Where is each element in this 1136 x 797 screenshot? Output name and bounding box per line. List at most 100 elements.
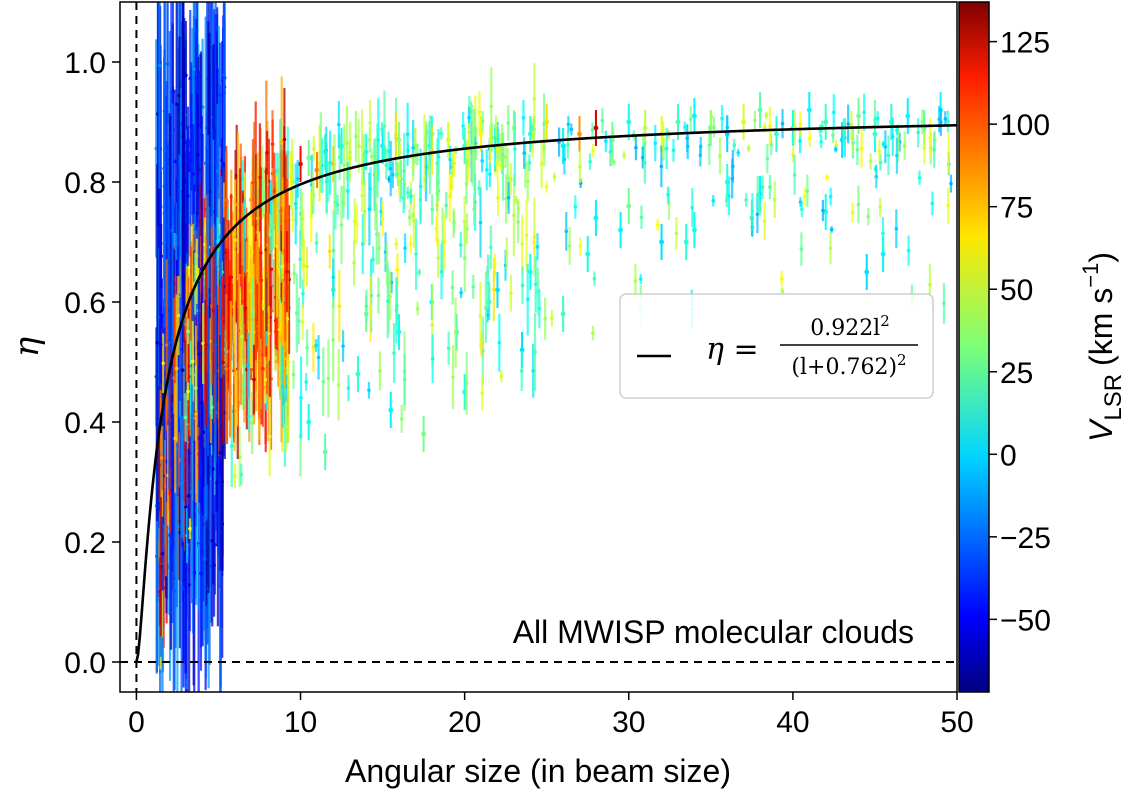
cloud-point xyxy=(831,110,836,115)
colorbar-tick-label: 25 xyxy=(1000,357,1033,390)
y-tick-label: 0.2 xyxy=(64,527,106,560)
cloud-point xyxy=(229,444,234,448)
cloud-point xyxy=(384,261,389,265)
cloud-point xyxy=(197,436,202,440)
cloud-point xyxy=(496,196,500,200)
cloud-point xyxy=(633,279,638,283)
cloud-point xyxy=(709,114,714,119)
colorbar-ticks: −50 −25 0 25 50 75 100 125 xyxy=(989,27,1051,637)
cloud-point xyxy=(578,164,582,169)
cloud-point xyxy=(877,149,882,153)
colorbar-tick-label: 125 xyxy=(1000,27,1050,60)
cloud-point xyxy=(354,134,358,139)
cloud-point xyxy=(378,369,382,373)
cloud-point xyxy=(499,374,504,379)
cloud-point xyxy=(292,272,296,276)
cloud-point xyxy=(439,269,444,274)
cloud-point xyxy=(191,172,196,176)
cloud-point xyxy=(488,138,492,142)
cloud-point xyxy=(866,214,871,219)
cloud-point xyxy=(434,226,439,231)
cloud-point xyxy=(480,159,485,163)
cloud-point xyxy=(477,110,482,114)
cloud-point xyxy=(768,124,772,129)
cloud-point xyxy=(506,121,511,125)
cloud-point xyxy=(331,275,336,280)
data-point xyxy=(527,269,533,275)
cloud-point xyxy=(638,277,643,281)
cloud-point xyxy=(509,291,513,296)
cloud-point xyxy=(600,118,605,123)
cloud-point xyxy=(270,171,275,176)
cloud-point xyxy=(500,146,504,150)
cloud-point xyxy=(265,150,269,155)
cloud-point xyxy=(285,269,289,274)
cloud-point xyxy=(736,151,741,155)
cloud-point xyxy=(467,150,471,155)
data-point xyxy=(593,215,599,221)
cloud-point xyxy=(446,346,451,351)
cloud-point xyxy=(279,139,284,144)
cloud-point xyxy=(300,320,305,324)
cloud-point xyxy=(352,219,357,223)
cloud-point xyxy=(380,127,384,131)
cloud-point xyxy=(949,181,953,186)
cloud-point xyxy=(275,244,279,249)
cloud-point xyxy=(367,207,372,211)
cloud-point xyxy=(415,306,420,311)
cloud-point xyxy=(569,127,574,132)
cloud-point xyxy=(764,113,769,118)
cloud-point xyxy=(280,384,285,389)
cloud-point xyxy=(195,89,199,94)
cloud-point xyxy=(187,265,191,269)
cloud-point xyxy=(592,276,597,281)
cloud-point xyxy=(284,424,288,429)
cloud-point xyxy=(610,131,615,135)
cloud-point xyxy=(639,215,644,219)
cloud-point xyxy=(484,167,489,172)
cloud-point xyxy=(906,248,911,253)
cloud-point xyxy=(364,304,369,309)
cloud-point xyxy=(690,205,695,210)
cloud-point xyxy=(828,194,833,199)
cloud-point xyxy=(661,137,665,142)
cloud-point xyxy=(236,328,241,333)
legend-numerator: 0.922l2 xyxy=(810,312,890,341)
cloud-point xyxy=(566,122,571,127)
cloud-point xyxy=(158,223,163,228)
cloud-point xyxy=(424,137,428,141)
cloud-point xyxy=(195,152,200,157)
cloud-point xyxy=(251,180,255,185)
cloud-point xyxy=(567,244,572,248)
cloud-point xyxy=(360,193,365,198)
cloud-point xyxy=(461,124,465,128)
cloud-point xyxy=(542,121,546,126)
cloud-point xyxy=(282,137,287,142)
cloud-point xyxy=(497,340,502,345)
cloud-point xyxy=(525,297,530,302)
cloud-point xyxy=(768,185,772,189)
colorbar-tick-label: 0 xyxy=(1000,439,1017,472)
data-point xyxy=(577,131,582,137)
cloud-point xyxy=(862,110,866,115)
cloud-point xyxy=(295,177,300,181)
cloud-point xyxy=(173,159,177,164)
cloud-point xyxy=(451,375,455,379)
cloud-point xyxy=(335,202,340,207)
cloud-point xyxy=(765,157,770,161)
cloud-point xyxy=(155,340,160,345)
cloud-point xyxy=(191,67,196,71)
cloud-point xyxy=(886,153,891,158)
x-tick-label: 40 xyxy=(776,706,809,739)
cloud-point xyxy=(932,148,936,152)
colorbar-tick-label: −50 xyxy=(1000,604,1051,637)
cloud-point xyxy=(290,175,295,180)
cloud-point xyxy=(946,203,950,208)
cloud-point xyxy=(199,571,203,576)
cloud-point xyxy=(331,338,335,342)
cloud-point xyxy=(348,150,352,155)
cloud-point xyxy=(495,161,500,166)
cloud-point xyxy=(242,382,247,386)
cloud-point xyxy=(829,227,834,232)
cloud-point xyxy=(157,63,162,68)
